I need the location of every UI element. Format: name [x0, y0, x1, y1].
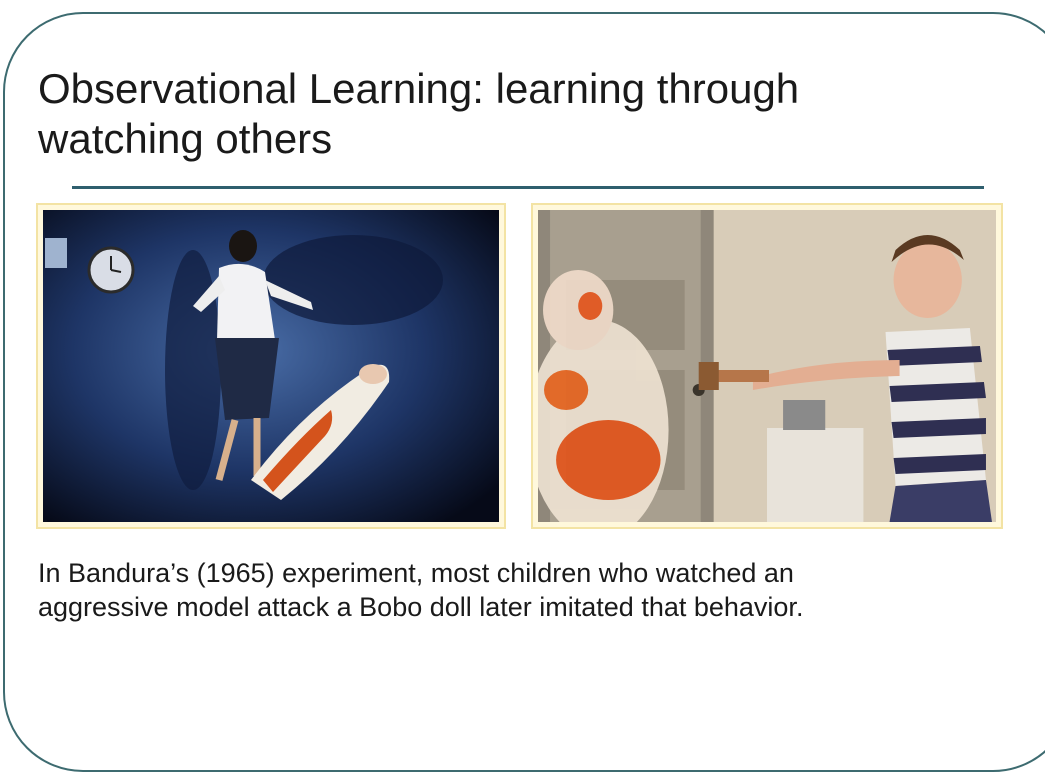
title-divider [72, 186, 984, 189]
bobo-doll-blurred [538, 270, 669, 522]
adult-model-figure [193, 230, 313, 481]
caption-line-2: aggressive model attack a Bobo doll late… [38, 592, 804, 622]
child-figure [698, 235, 992, 522]
wall-clock-icon [87, 246, 135, 294]
child-imitating-illustration [538, 210, 996, 522]
bobo-doll [251, 364, 390, 500]
title-line-1: Observational Learning: learning through [38, 65, 800, 112]
title-line-2: watching others [38, 115, 333, 162]
slide-caption: In Bandura’s (1965) experiment, most chi… [38, 556, 998, 624]
adult-model-illustration [43, 210, 499, 522]
photo-adult-model [36, 203, 506, 529]
slide-title: Observational Learning: learning through… [38, 64, 978, 164]
wall-sign [45, 238, 67, 268]
caption-line-1: In Bandura’s (1965) experiment, most chi… [38, 558, 794, 588]
photo-child-imitating [531, 203, 1003, 529]
